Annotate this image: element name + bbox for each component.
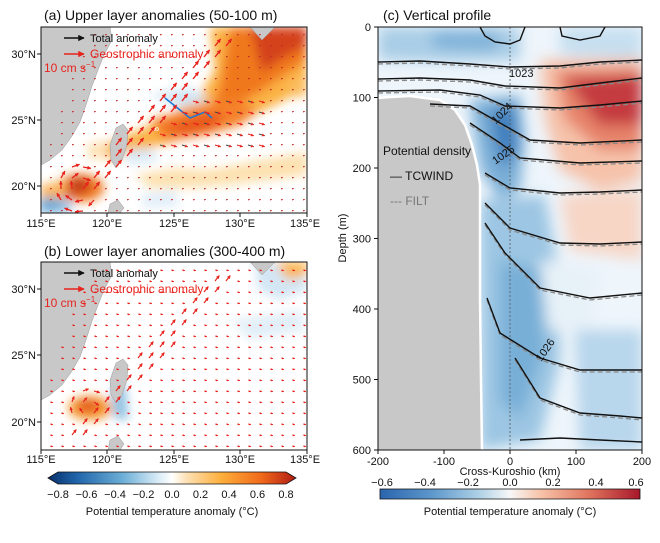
panel-b-xtick: 130°E: [225, 454, 255, 466]
panel-c-ytick: 100: [353, 93, 371, 105]
panel-a-legend-total: Total anomaly: [90, 33, 158, 45]
colorbar-left-bar: [48, 472, 296, 484]
panel-a-xtick: 120°E: [92, 218, 122, 230]
colorbar-left-ticks: −0.8 −0.6 −0.4 −0.2 0.0 0.2 0.4 0.6 0.8: [47, 489, 294, 501]
colorbar-right-tick: 0.4: [588, 477, 603, 489]
panel-c-ytick: 400: [353, 304, 371, 316]
panel-b-xtick: 135°E: [290, 454, 320, 466]
panel-b-x-ticks: 115°E 120°E 125°E 130°E 135°E: [26, 450, 320, 466]
colorbar-right-tick: −0.4: [414, 477, 436, 489]
colorbar-left-label: Potential temperature anomaly (°C): [86, 506, 259, 518]
panel-c-ytick: 500: [353, 375, 371, 387]
panel-c-ytick: 600: [353, 445, 371, 457]
colorbar-right-tick: −0.6: [371, 477, 393, 489]
panel-b-ytick: 30°N: [11, 284, 36, 296]
colorbar-left-tick: 0.0: [164, 489, 179, 501]
panel-a-legend-geo: Geostrophic anomaly: [90, 47, 203, 61]
panel-c-ytick: 300: [353, 234, 371, 246]
panel-c-legend-dashed: --- FILT: [390, 194, 430, 208]
panel-c-ytick: 200: [353, 163, 371, 175]
panel-b-legend-geo: Geostrophic anomaly: [90, 282, 203, 296]
panel-b: (b) Lower layer anomalies (300-400 m) To…: [11, 243, 320, 466]
vector-arrow: [71, 181, 72, 189]
colorbar-left-tick: 0.8: [278, 489, 293, 501]
contour-label-1023: 1023: [509, 68, 533, 80]
panel-a-xtick: 115°E: [26, 218, 55, 230]
colorbar-left-tick: 0.6: [250, 489, 265, 501]
panel-c-ylabel: Depth (m): [337, 214, 349, 263]
colorbar-right-tick: 0.6: [628, 477, 643, 489]
panel-a: ∞ (a) Upper layer anomalies (50-100 m) T…: [11, 7, 320, 230]
colorbar-left-tick: −0.8: [47, 489, 69, 501]
panel-a-xtick: 130°E: [225, 218, 255, 230]
panel-b-xtick: 115°E: [26, 454, 55, 466]
colorbar-right-bar: [380, 489, 640, 499]
panel-c-ytick: 0: [365, 22, 371, 34]
colorbar-right-label: Potential temperature anomaly (°C): [424, 506, 597, 518]
colorbar-left-tick: −0.6: [76, 489, 98, 501]
panel-c-legend-title: Potential density: [383, 144, 471, 158]
panel-a-ytick: 30°N: [11, 49, 36, 61]
vector-arrow: [75, 211, 83, 212]
colorbar-left-tick: −0.2: [133, 489, 155, 501]
panel-b-xtick: 120°E: [92, 454, 122, 466]
panel-a-y-ticks: 30°N 25°N 20°N: [11, 49, 41, 193]
panel-b-legend-total: Total anomaly: [90, 268, 158, 280]
panel-c-legend-solid: — TCWIND: [390, 169, 453, 183]
colorbar-left-tick: 0.2: [193, 489, 208, 501]
colorbar-left-tick: −0.4: [104, 489, 126, 501]
panel-c-xtick: 200: [633, 456, 651, 468]
panel-c-xtick: 100: [567, 456, 585, 468]
panel-a-ytick: 25°N: [11, 115, 36, 127]
panel-a-xtick: 135°E: [290, 218, 320, 230]
panel-c: 1023 1024 1025 1026 (c) Vertical profile…: [337, 7, 651, 478]
colorbar-right-tick: 0.0: [502, 477, 517, 489]
panel-b-ytick: 25°N: [11, 350, 36, 362]
panel-c-xtick: -200: [367, 456, 389, 468]
panel-b-xtick: 125°E: [159, 454, 189, 466]
panel-a-xtick: 125°E: [159, 218, 189, 230]
colorbar-right-tick: −0.2: [457, 477, 479, 489]
panel-b-title: (b) Lower layer anomalies (300-400 m): [44, 243, 285, 259]
panel-b-y-ticks: 30°N 25°N 20°N: [11, 284, 41, 429]
colorbar-left: −0.8 −0.6 −0.4 −0.2 0.0 0.2 0.4 0.6 0.8 …: [47, 472, 296, 518]
panel-c-title: (c) Vertical profile: [383, 7, 491, 23]
colorbar-left-tick: 0.4: [221, 489, 236, 501]
colorbar-right: −0.6 −0.4 −0.2 0.0 0.2 0.4 0.6 Potential…: [371, 477, 644, 518]
panel-c-xtick: -100: [433, 456, 455, 468]
panel-a-x-ticks: 115°E 120°E 125°E 130°E 135°E: [26, 213, 320, 230]
colorbar-right-ticks: −0.6 −0.4 −0.2 0.0 0.2 0.4 0.6: [371, 477, 644, 489]
panel-a-ytick: 20°N: [11, 181, 36, 193]
panel-a-title: (a) Upper layer anomalies (50-100 m): [44, 7, 277, 23]
panel-b-ytick: 20°N: [11, 417, 36, 429]
colorbar-right-tick: 0.2: [545, 477, 560, 489]
